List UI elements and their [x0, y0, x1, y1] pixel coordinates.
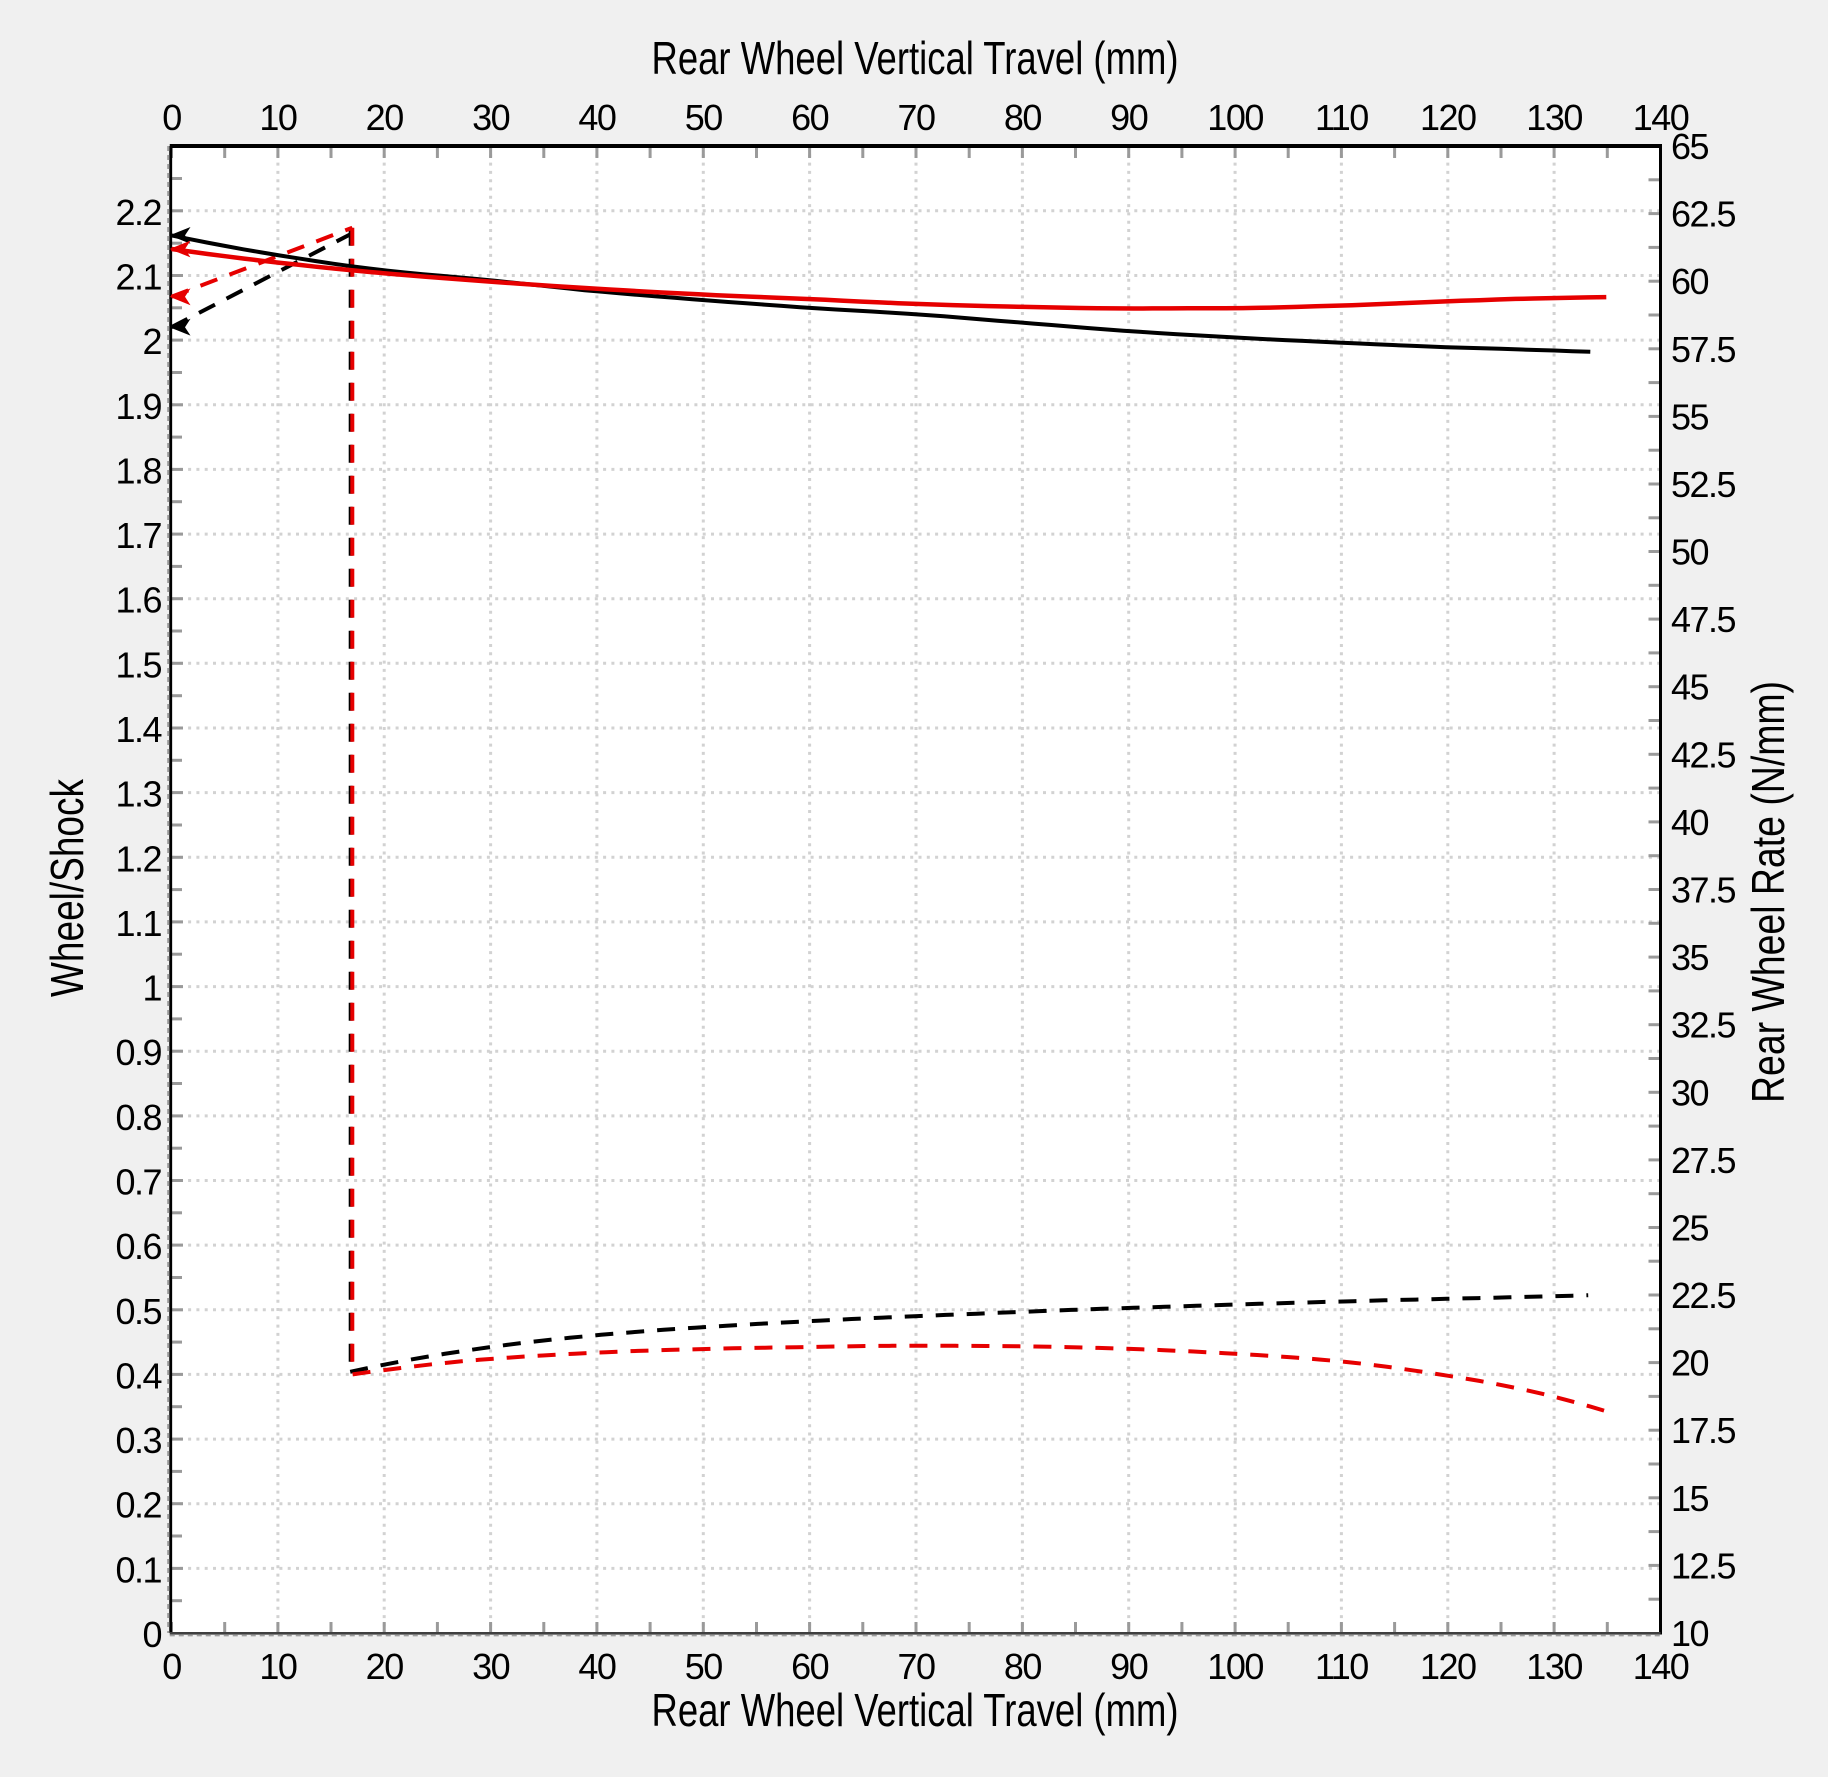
svg-text:1: 1 [142, 968, 161, 1009]
svg-text:10: 10 [1671, 1613, 1709, 1654]
svg-text:90: 90 [1110, 97, 1148, 138]
svg-text:70: 70 [897, 1646, 935, 1687]
svg-text:0: 0 [162, 97, 181, 138]
svg-text:2.1: 2.1 [115, 257, 161, 298]
svg-text:10: 10 [259, 1646, 297, 1687]
svg-text:90: 90 [1110, 1646, 1148, 1687]
svg-text:40: 40 [1671, 802, 1709, 843]
svg-text:12.5: 12.5 [1671, 1545, 1736, 1586]
svg-text:10: 10 [259, 97, 297, 138]
svg-text:55: 55 [1671, 396, 1709, 437]
svg-text:0.7: 0.7 [115, 1162, 161, 1203]
svg-text:1.7: 1.7 [115, 515, 161, 556]
svg-text:Rear Wheel Vertical Travel (mm: Rear Wheel Vertical Travel (mm) [652, 32, 1179, 84]
svg-text:20: 20 [366, 1646, 404, 1687]
svg-text:1.4: 1.4 [115, 709, 161, 750]
svg-text:60: 60 [1671, 261, 1709, 302]
svg-text:50: 50 [685, 97, 723, 138]
svg-text:1.5: 1.5 [115, 644, 161, 685]
svg-text:0.6: 0.6 [115, 1226, 161, 1267]
svg-text:140: 140 [1633, 97, 1689, 138]
svg-text:30: 30 [472, 97, 510, 138]
svg-text:17.5: 17.5 [1671, 1410, 1736, 1451]
svg-text:100: 100 [1207, 97, 1263, 138]
svg-text:30: 30 [472, 1646, 510, 1687]
svg-text:27.5: 27.5 [1671, 1140, 1736, 1181]
svg-text:Wheel/Shock: Wheel/Shock [41, 778, 93, 997]
svg-text:80: 80 [1004, 1646, 1042, 1687]
svg-text:1.2: 1.2 [115, 838, 161, 879]
svg-text:110: 110 [1315, 1646, 1368, 1687]
svg-text:100: 100 [1207, 1646, 1263, 1687]
svg-text:0.4: 0.4 [115, 1355, 161, 1396]
svg-text:20: 20 [366, 97, 404, 138]
svg-text:20: 20 [1671, 1343, 1709, 1384]
svg-text:35: 35 [1671, 937, 1709, 978]
svg-text:70: 70 [897, 97, 935, 138]
svg-text:60: 60 [791, 97, 829, 138]
svg-text:52.5: 52.5 [1671, 464, 1736, 505]
svg-text:2: 2 [142, 321, 161, 362]
svg-text:1.9: 1.9 [115, 386, 161, 427]
svg-text:1.3: 1.3 [115, 774, 161, 815]
svg-text:Rear Wheel Vertical Travel (mm: Rear Wheel Vertical Travel (mm) [652, 1684, 1179, 1736]
svg-text:30: 30 [1671, 1072, 1709, 1113]
svg-text:2.2: 2.2 [115, 192, 161, 233]
svg-text:1.8: 1.8 [115, 450, 161, 491]
svg-text:120: 120 [1420, 97, 1476, 138]
svg-text:42.5: 42.5 [1671, 734, 1736, 775]
svg-text:0.1: 0.1 [115, 1549, 161, 1590]
svg-text:50: 50 [685, 1646, 723, 1687]
svg-text:40: 40 [578, 1646, 616, 1687]
svg-text:0.9: 0.9 [115, 1032, 161, 1073]
svg-text:140: 140 [1633, 1646, 1689, 1687]
svg-text:62.5: 62.5 [1671, 194, 1736, 235]
svg-text:130: 130 [1526, 97, 1582, 138]
svg-text:0: 0 [162, 1646, 181, 1687]
svg-text:0.2: 0.2 [115, 1485, 161, 1526]
svg-text:120: 120 [1420, 1646, 1476, 1687]
svg-text:22.5: 22.5 [1671, 1275, 1736, 1316]
svg-text:32.5: 32.5 [1671, 1005, 1736, 1046]
svg-text:37.5: 37.5 [1671, 870, 1736, 911]
svg-text:45: 45 [1671, 667, 1709, 708]
svg-text:25: 25 [1671, 1208, 1709, 1249]
svg-text:50: 50 [1671, 532, 1709, 573]
svg-text:1.1: 1.1 [115, 903, 161, 944]
svg-text:40: 40 [578, 97, 616, 138]
svg-text:57.5: 57.5 [1671, 329, 1736, 370]
svg-text:80: 80 [1004, 97, 1042, 138]
svg-text:0.5: 0.5 [115, 1291, 161, 1332]
svg-text:65: 65 [1671, 126, 1709, 167]
svg-text:130: 130 [1526, 1646, 1582, 1687]
svg-text:Rear Wheel Rate (N/mm): Rear Wheel Rate (N/mm) [1742, 681, 1794, 1103]
svg-text:47.5: 47.5 [1671, 599, 1736, 640]
svg-text:0: 0 [142, 1614, 161, 1655]
svg-text:0.3: 0.3 [115, 1420, 161, 1461]
svg-text:110: 110 [1315, 97, 1368, 138]
svg-text:60: 60 [791, 1646, 829, 1687]
svg-text:0.8: 0.8 [115, 1097, 161, 1138]
svg-text:1.6: 1.6 [115, 580, 161, 621]
svg-text:15: 15 [1671, 1478, 1709, 1519]
